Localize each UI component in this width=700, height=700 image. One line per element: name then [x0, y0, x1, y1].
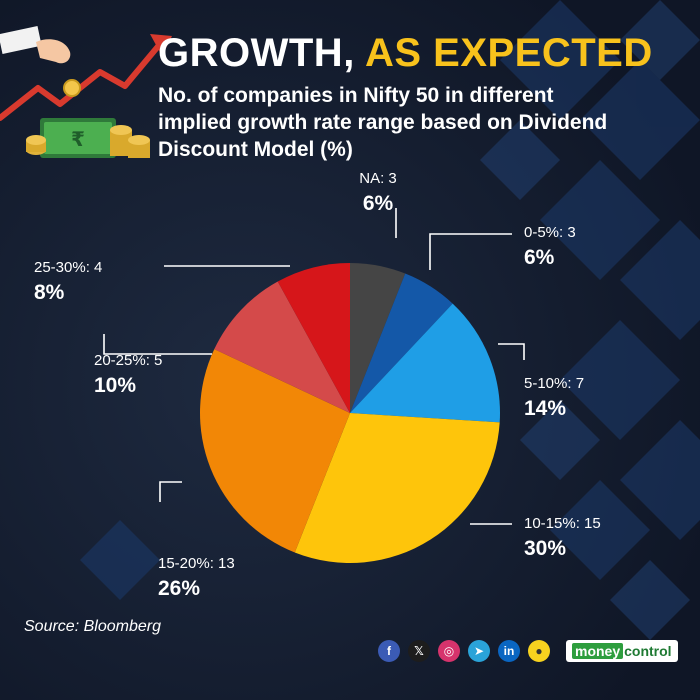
leader-line: [429, 233, 512, 270]
slice-percentage: 30%: [524, 537, 566, 560]
koo-icon[interactable]: ●: [528, 640, 550, 662]
social-links: f 𝕏 ◎ ➤ in ● money control: [378, 640, 678, 662]
facebook-icon[interactable]: f: [378, 640, 400, 662]
leader-line: [498, 343, 525, 360]
slice-label: 15-20%: 13: [158, 555, 235, 572]
chart-subtitle: No. of companies in Nifty 50 in differen…: [158, 84, 608, 161]
moneycontrol-logo[interactable]: money control: [566, 640, 678, 662]
slice-percentage: 6%: [363, 192, 394, 215]
slice-percentage: 14%: [524, 397, 566, 420]
pie-slice-20-25: [214, 281, 350, 413]
hand-coin-icon: [0, 26, 81, 97]
slice-label: 20-25%: 5: [94, 352, 162, 369]
source-note: Source: Bloomberg: [24, 618, 161, 635]
leader-line: [159, 481, 182, 502]
pie-slice-25-30: [277, 263, 350, 413]
slice-percentage: 26%: [158, 577, 200, 600]
linkedin-icon[interactable]: in: [498, 640, 520, 662]
page-title: GROWTH, AS EXPECTED: [158, 30, 653, 76]
x-icon[interactable]: 𝕏: [408, 640, 430, 662]
telegram-icon[interactable]: ➤: [468, 640, 490, 662]
title-part1: GROWTH,: [158, 31, 355, 75]
slice-label: 25-30%: 4: [34, 259, 102, 276]
pie-slice-5-10: [350, 303, 500, 423]
pie-slice-15-20: [200, 349, 350, 553]
slice-label: NA: 3: [359, 170, 397, 187]
slice-label: 5-10%: 7: [524, 375, 584, 392]
slice-percentage: 10%: [94, 374, 136, 397]
svg-text:₹: ₹: [71, 127, 85, 151]
slice-percentage: 6%: [524, 246, 555, 269]
title-part2: AS EXPECTED: [364, 31, 653, 75]
pie-slice-0-5: [350, 273, 453, 413]
pie-slice-10-15: [294, 413, 500, 564]
instagram-icon[interactable]: ◎: [438, 640, 460, 662]
money-stack-icon: ₹: [26, 118, 150, 158]
leader-line: [103, 334, 212, 355]
slice-label: 0-5%: 3: [524, 224, 576, 241]
slice-percentage: 8%: [34, 281, 65, 304]
pie-slice-na: [350, 262, 406, 413]
slice-label: 10-15%: 15: [524, 515, 601, 532]
